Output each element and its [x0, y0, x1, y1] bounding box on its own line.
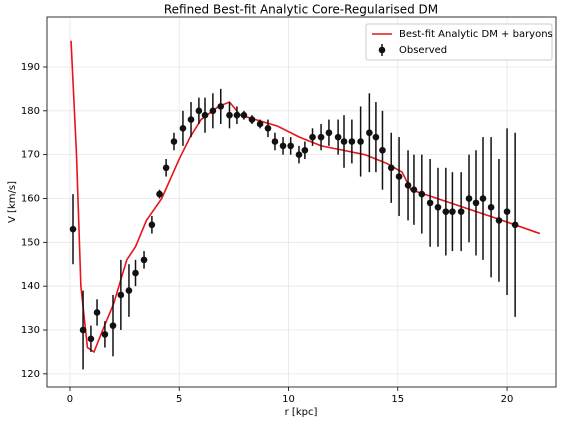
- data-point: [79, 326, 87, 334]
- x-axis-label: r [kpc]: [285, 407, 318, 418]
- y-tick-label: 160: [21, 193, 40, 204]
- plot-frame: [46, 16, 557, 388]
- data-point: [109, 322, 117, 329]
- data-point: [426, 199, 434, 207]
- data-point: [366, 129, 373, 137]
- data-point: [479, 195, 487, 202]
- data-point: [117, 291, 125, 299]
- data-point: [162, 164, 170, 172]
- legend-swatch: [378, 46, 386, 54]
- data-point: [295, 151, 303, 158]
- y-tick-label: 190: [21, 62, 40, 73]
- data-point: [379, 146, 386, 154]
- y-tick-label: 120: [21, 369, 40, 380]
- data-point: [101, 331, 109, 338]
- x-tick-label: 5: [176, 394, 182, 405]
- data-point: [472, 199, 480, 207]
- data-point: [434, 203, 442, 211]
- y-tick-label: 140: [21, 281, 40, 292]
- data-point: [287, 142, 294, 150]
- data-point: [201, 111, 209, 119]
- x-tick-label: 20: [501, 394, 514, 405]
- data-point: [449, 208, 456, 215]
- y-axis-label: V [km/s]: [7, 181, 18, 223]
- data-point: [87, 335, 95, 343]
- data-point: [132, 269, 139, 277]
- legend-label: Best-fit Analytic DM + baryons: [399, 29, 553, 40]
- legend-label: Observed: [399, 45, 447, 56]
- data-point: [410, 186, 418, 194]
- data-point: [233, 111, 241, 119]
- data-point: [156, 190, 163, 198]
- data-point: [372, 133, 380, 141]
- data-point: [340, 138, 348, 145]
- data-point: [170, 138, 178, 145]
- data-point: [187, 116, 195, 123]
- data-point: [465, 195, 473, 202]
- x-tick-label: 10: [282, 394, 295, 405]
- data-point: [495, 217, 503, 224]
- data-point: [256, 120, 264, 128]
- y-tick-label: 150: [21, 237, 40, 248]
- x-tick-label: 0: [67, 394, 73, 405]
- data-point: [503, 208, 511, 215]
- data-point: [387, 164, 395, 172]
- data-point: [248, 116, 256, 123]
- data-point: [404, 182, 412, 189]
- fit-line: [70, 40, 541, 354]
- data-point: [301, 146, 309, 154]
- data-point: [357, 138, 364, 145]
- data-point: [317, 133, 325, 141]
- data-point: [140, 256, 148, 264]
- y-tick-label: 180: [21, 106, 40, 117]
- data-point: [457, 208, 465, 215]
- data-point: [487, 203, 495, 211]
- data-point: [511, 221, 519, 229]
- data-point: [264, 125, 272, 132]
- data-point: [240, 111, 248, 119]
- legend-box: [365, 23, 553, 61]
- y-tick-label: 170: [21, 150, 40, 161]
- data-point: [348, 138, 356, 145]
- data-point: [279, 142, 287, 150]
- data-point: [309, 133, 316, 141]
- chart-title: Refined Best-fit Analytic Core-Regularis…: [164, 3, 438, 17]
- data-point: [442, 208, 450, 215]
- data-point: [179, 125, 187, 132]
- data-point: [69, 225, 77, 233]
- x-tick-label: 15: [391, 394, 404, 405]
- data-point: [325, 129, 333, 137]
- data-point: [217, 103, 225, 110]
- data-point: [395, 173, 403, 180]
- data-point: [334, 133, 342, 141]
- data-point: [226, 111, 233, 119]
- data-point: [418, 190, 426, 198]
- data-point: [271, 138, 279, 145]
- data-point: [125, 287, 133, 294]
- data-point: [209, 107, 217, 115]
- y-tick-label: 130: [21, 325, 40, 336]
- data-point: [195, 107, 203, 115]
- data-point: [148, 221, 156, 229]
- data-point: [93, 309, 101, 316]
